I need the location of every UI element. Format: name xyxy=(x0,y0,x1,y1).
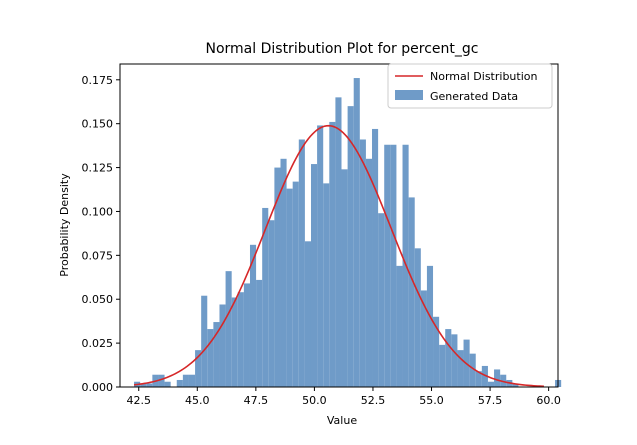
y-tick-label: 0.175 xyxy=(82,74,114,87)
histogram-bar xyxy=(292,181,299,387)
histogram-bar xyxy=(396,265,403,387)
histogram-bar xyxy=(481,365,488,387)
histogram-bar xyxy=(359,139,366,387)
histogram-bar xyxy=(329,121,336,387)
histogram-bar xyxy=(487,381,495,387)
histogram-bar xyxy=(378,213,385,387)
histogram-bar xyxy=(188,374,196,387)
histogram-bar xyxy=(207,329,214,387)
histogram-bar xyxy=(268,220,275,387)
x-tick-label: 45.0 xyxy=(185,394,210,407)
histogram-bar xyxy=(372,128,379,387)
x-tick-label: 42.5 xyxy=(126,394,151,407)
histogram-bar xyxy=(414,248,421,387)
y-tick-label: 0.100 xyxy=(82,205,114,218)
legend: Normal Distribution Generated Data xyxy=(387,63,553,109)
histogram-bar xyxy=(451,334,458,387)
histogram-bar xyxy=(494,369,501,387)
y-tick-label: 0.025 xyxy=(82,337,114,350)
histogram-bar xyxy=(335,97,342,387)
histogram-bar xyxy=(323,183,330,387)
histogram-bar xyxy=(353,78,360,387)
histogram-bar xyxy=(433,316,440,387)
x-tick-label: 50.0 xyxy=(302,394,327,407)
histogram-bar xyxy=(341,169,348,387)
histogram-bar xyxy=(146,383,153,387)
histogram-bar xyxy=(249,244,257,387)
x-tick-label: 47.5 xyxy=(244,394,269,407)
x-tick-label: 57.5 xyxy=(478,394,503,407)
histogram-bar xyxy=(298,139,305,387)
legend-box xyxy=(387,63,553,109)
y-tick-label: 0.125 xyxy=(82,162,114,175)
histogram-bar xyxy=(439,344,446,387)
histogram-bar xyxy=(231,297,238,387)
y-tick-label: 0.050 xyxy=(82,293,114,306)
histogram-bar xyxy=(243,283,250,387)
histogram-bar xyxy=(475,371,482,387)
histogram-bar xyxy=(237,292,244,387)
histogram-bar xyxy=(469,353,476,387)
x-tick-label: 55.0 xyxy=(419,394,444,407)
y-axis-label: Probability Density xyxy=(58,173,71,277)
y-tick-label: 0.075 xyxy=(82,249,114,262)
histogram-bar xyxy=(512,383,519,387)
histogram-bar xyxy=(457,350,464,387)
histogram-bar xyxy=(164,381,171,387)
histogram-bar xyxy=(274,167,281,387)
histogram-bar xyxy=(347,106,354,387)
histogram-bar xyxy=(256,279,263,387)
x-axis-ticks: 42.5 45.0 47.5 50.0 52.5 55.0 57.5 60.0 xyxy=(126,387,561,407)
histogram-bar xyxy=(310,164,318,387)
y-tick-label: 0.000 xyxy=(82,381,114,394)
chart-title: Normal Distribution Plot for percent_gc xyxy=(206,41,479,57)
histogram-bar xyxy=(182,374,189,387)
histogram-bar xyxy=(390,144,397,387)
legend-curve-label: Normal Distribution xyxy=(430,70,537,83)
y-axis-ticks: 0.000 0.025 0.050 0.075 0.100 0.125 0.150 0.175 xyxy=(82,74,120,394)
normal-distribution-curve xyxy=(133,124,544,388)
legend-histogram-label: Generated Data xyxy=(430,90,518,103)
histogram-bar xyxy=(176,379,183,387)
histogram-bar xyxy=(286,188,293,387)
histogram-bar xyxy=(304,241,311,387)
histogram-bar xyxy=(158,374,165,387)
histogram-bar xyxy=(201,295,208,387)
legend-histogram-swatch xyxy=(395,90,423,100)
histogram-bar xyxy=(280,158,287,387)
x-tick-label: 60.0 xyxy=(536,394,561,407)
y-tick-label: 0.150 xyxy=(82,118,114,131)
x-axis-label: Value xyxy=(327,414,357,427)
histogram-bar xyxy=(195,350,202,387)
histogram-bar xyxy=(219,304,226,387)
histogram-bar xyxy=(408,197,415,387)
histogram-bar xyxy=(225,271,232,387)
histogram-bar xyxy=(262,207,269,387)
x-tick-label: 52.5 xyxy=(361,394,386,407)
histogram-bar xyxy=(384,144,391,387)
axes-frame xyxy=(119,63,559,388)
histogram-bar xyxy=(140,383,147,387)
histogram-bar xyxy=(445,329,452,387)
histogram-bars xyxy=(134,78,562,387)
histogram-bar xyxy=(426,265,434,387)
histogram-bar xyxy=(317,125,324,387)
histogram-bar xyxy=(213,322,220,387)
histogram-bar xyxy=(365,158,373,387)
histogram-bar xyxy=(420,290,427,387)
